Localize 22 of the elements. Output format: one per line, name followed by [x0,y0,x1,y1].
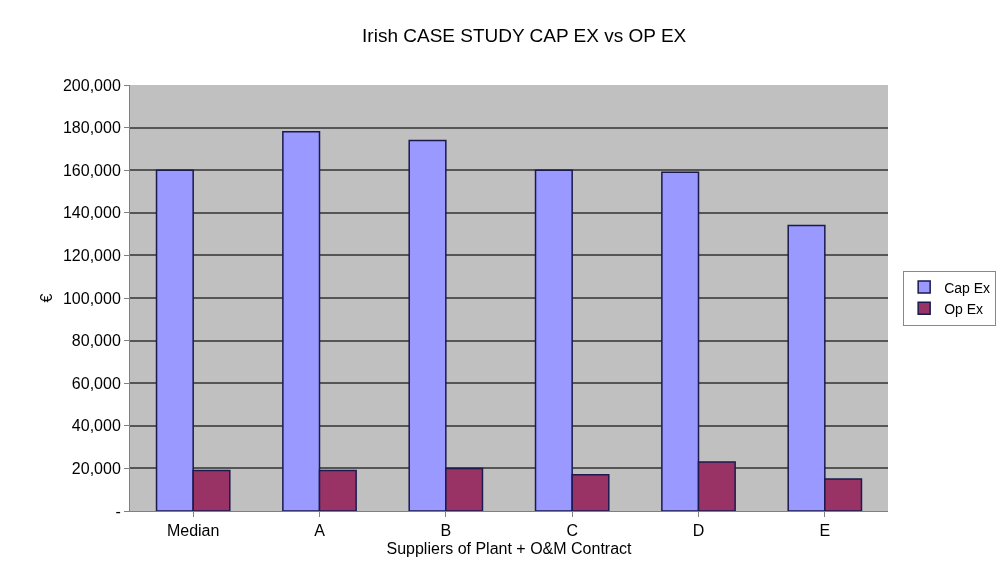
legend-label: Cap Ex [944,279,991,296]
x-tick-label: B [440,522,452,540]
legend-label: Op Ex [944,300,984,317]
y-tick-label: 140,000 [62,204,121,222]
y-tick-label: 20,000 [71,460,121,477]
x-tick-label: A [314,522,326,540]
y-tick-label: 200,000 [62,76,121,94]
y-axis-title: € [37,293,55,303]
x-tick-label: C [566,522,578,540]
y-tick-label: 60,000 [71,374,121,392]
y-tick-label: - [115,502,121,520]
y-tick-label: 180,000 [62,119,121,137]
chart-title: Irish CASE STUDY CAP EX vs OP EX [362,24,687,46]
y-tick-label: 120,000 [62,247,121,264]
y-tick-label: 40,000 [71,417,121,435]
y-tick-label: 160,000 [62,161,121,179]
x-tick-label: E [819,522,831,540]
x-axis-title: Suppliers of Plant + O&M Contract [386,539,633,557]
y-tick-label: 100,000 [62,289,121,307]
y-tick-label: 80,000 [71,332,121,350]
x-tick-label: Median [166,522,220,540]
x-tick-label: D [692,522,705,540]
